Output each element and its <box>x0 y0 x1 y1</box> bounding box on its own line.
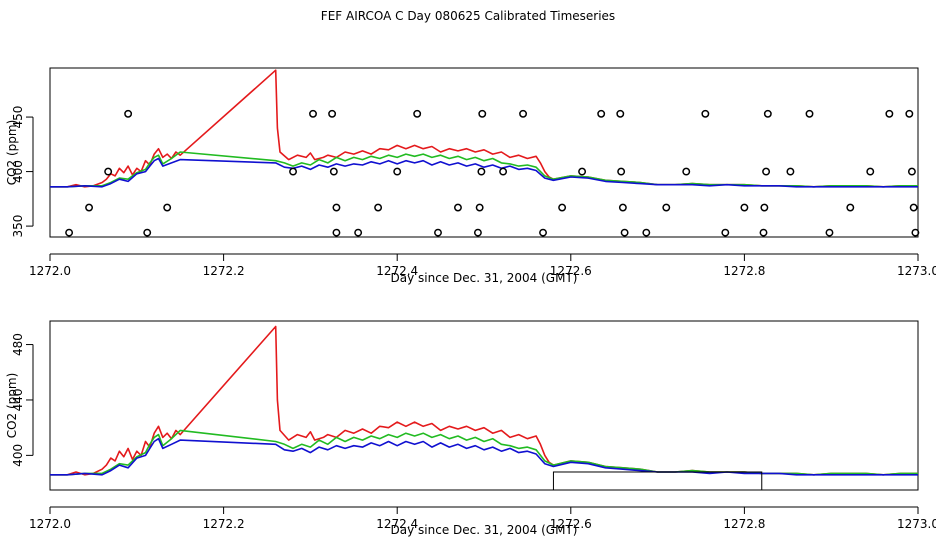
scatter-point <box>905 109 914 118</box>
scatter-point <box>332 203 341 212</box>
scatter-point <box>454 203 462 212</box>
x-tick-label: 1272.0 <box>29 517 71 531</box>
x-tick-label: 1273.0 <box>897 517 936 531</box>
scatter-point <box>143 228 152 237</box>
x-tick-label: 1272.4 <box>376 264 418 278</box>
scatter-point <box>642 228 651 237</box>
scatter-point <box>65 228 74 237</box>
scatter-point <box>618 203 627 212</box>
y-tick-label: 480 <box>11 333 25 356</box>
scatter-point <box>104 167 113 176</box>
scatter-point <box>309 109 317 118</box>
x-tick-label: 1272.8 <box>723 517 765 531</box>
y-axis-label: CO2 (ppm) <box>5 373 19 439</box>
series-line-blue <box>50 157 918 188</box>
y-axis-label: CO2 (ppm) <box>5 120 19 186</box>
scatter-point <box>866 167 875 176</box>
x-tick-label: 1272.0 <box>29 264 71 278</box>
x-tick-label: 1273.0 <box>897 264 936 278</box>
y-tick-label: 350 <box>11 215 25 238</box>
highlight-box <box>552 471 763 491</box>
scatter-point <box>374 203 383 212</box>
scatter-point <box>354 228 363 237</box>
y-tick-label: 400 <box>11 444 25 467</box>
scatter-point <box>539 228 547 237</box>
scatter-point <box>760 203 769 212</box>
x-tick-label: 1272.8 <box>723 264 765 278</box>
series-line-green <box>50 429 918 476</box>
scatter-point <box>682 167 691 176</box>
scatter-point <box>478 109 487 118</box>
scatter-point <box>701 109 710 118</box>
x-tick-label: 1272.6 <box>550 264 592 278</box>
page-title: FEF AIRCOA C Day 080625 Calibrated Times… <box>320 9 616 23</box>
scatter-point <box>499 167 508 176</box>
y-tick-label: 440 <box>11 389 25 412</box>
scatter-point <box>328 109 337 118</box>
scatter-point <box>393 167 402 176</box>
series-line-blue <box>50 437 918 476</box>
scatter-point <box>721 228 730 237</box>
plot-frame <box>49 320 919 491</box>
scatter-point <box>909 203 918 212</box>
scatter-point <box>163 203 172 212</box>
x-tick-label: 1272.4 <box>376 517 418 531</box>
scatter-point <box>329 167 338 176</box>
scatter-point <box>558 203 567 212</box>
scatter-point <box>907 167 916 176</box>
scatter-point <box>616 109 625 118</box>
scatter-point <box>617 167 626 176</box>
plot-frame <box>49 67 919 238</box>
scatter-point <box>475 203 484 212</box>
scatter-point <box>289 167 297 176</box>
x-axis-label: Day since Dec. 31, 2004 (GMT) <box>391 523 578 537</box>
scatter-point <box>825 228 834 237</box>
x-tick-label: 1272.6 <box>550 517 592 531</box>
scatter-point <box>434 228 442 237</box>
scatter-point <box>519 109 528 118</box>
scatter-point <box>740 203 749 212</box>
scatter-point <box>762 167 771 176</box>
scatter-point <box>620 228 629 237</box>
scatter-point <box>413 109 422 118</box>
scatter-point <box>124 109 133 118</box>
y-tick-label: 450 <box>11 106 25 129</box>
scatter-point <box>846 203 855 212</box>
x-tick-label: 1272.2 <box>203 517 245 531</box>
scatter-point <box>477 167 486 176</box>
scatter-point <box>885 109 894 118</box>
x-axis-label: Day since Dec. 31, 2004 (GMT) <box>391 271 578 285</box>
scatter-point <box>759 228 768 237</box>
scatter-point <box>911 228 920 237</box>
series-line-red <box>50 325 918 476</box>
scatter-point <box>662 203 671 212</box>
scatter-point <box>786 167 795 176</box>
scatter-point <box>763 109 772 118</box>
scatter-point <box>578 167 587 176</box>
top-panel: 1272.0 1272.2 1272.4 1272.6 1272.8 1273.0 Day … <box>5 67 936 285</box>
scatter-point <box>332 228 341 237</box>
y-tick-label: 400 <box>11 160 25 183</box>
bottom-panel: 1272.0 1272.2 1272.4 1272.6 1272.8 1273.0 Day … <box>5 320 936 537</box>
scatter-point <box>805 109 814 118</box>
scatter-point <box>597 109 606 118</box>
scatter-point <box>473 228 482 237</box>
scatter-point <box>85 203 94 212</box>
x-tick-label: 1272.2 <box>203 264 245 278</box>
